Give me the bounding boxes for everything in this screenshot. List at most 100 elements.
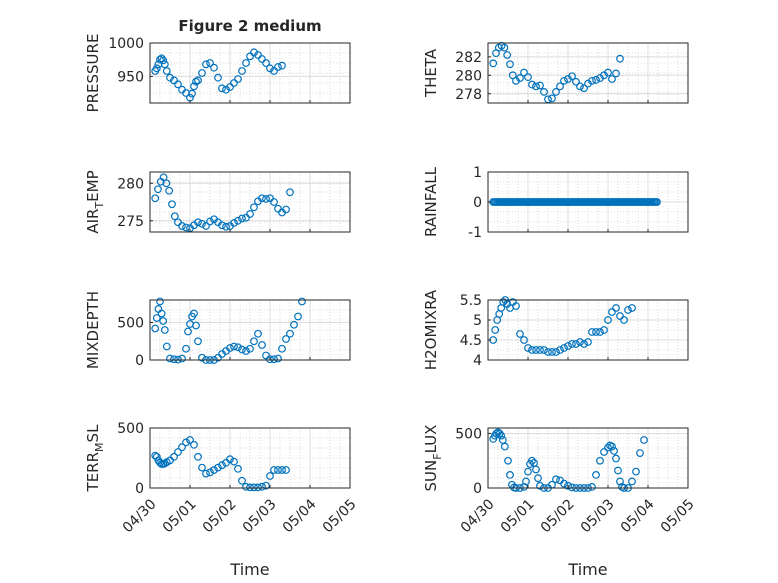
data-point: [500, 43, 509, 52]
data-point: [612, 69, 620, 78]
data-point: [226, 455, 234, 464]
y-axis-label: RAINFALL: [422, 166, 440, 237]
data-point: [194, 452, 202, 461]
data-point: [624, 306, 632, 314]
data-point: [266, 472, 274, 480]
data-point: [491, 326, 500, 334]
y-tick-label: 280: [117, 176, 144, 192]
data-point: [536, 481, 544, 490]
axes-frame: [149, 42, 351, 104]
y-tick-label: 950: [117, 69, 144, 85]
x-tick-label: 05/02: [200, 496, 240, 536]
data-point: [190, 309, 198, 318]
axes-frame: [149, 171, 351, 233]
data-point: [234, 343, 242, 352]
data-point: [182, 344, 190, 353]
data-point: [286, 188, 294, 197]
data-point: [548, 348, 556, 356]
data-point: [222, 222, 230, 231]
data-point: [152, 452, 161, 461]
data-point: [165, 186, 174, 195]
data-point: [564, 481, 572, 490]
data-point: [166, 354, 174, 363]
data-point: [218, 221, 226, 230]
y-tick-label: 0: [473, 481, 482, 497]
data-point: [226, 344, 234, 352]
data-point: [503, 51, 512, 59]
y-tick-label: 275: [117, 214, 144, 230]
data-point: [492, 429, 501, 438]
y-tick-label: 5.5: [460, 293, 482, 309]
data-point: [230, 219, 238, 227]
axes-frame: [487, 299, 689, 361]
data-point: [614, 466, 622, 475]
data-point: [516, 330, 524, 338]
data-point: [552, 88, 560, 96]
data-point: [258, 482, 266, 491]
subplot-air-temp: 275 280 AIRTEMP: [84, 170, 351, 234]
subplot-mixdepth: 0 500 MIXDEPTH: [84, 291, 351, 369]
data-point: [168, 200, 176, 209]
data-point: [242, 482, 250, 491]
data-point: [522, 477, 530, 486]
y-axis-label: H2OMIXRA: [422, 289, 440, 370]
y-tick-label: 0: [473, 195, 482, 211]
x-axis-label: Time: [567, 560, 607, 579]
data-point: [198, 353, 206, 362]
data-point: [210, 63, 218, 72]
data-point: [246, 52, 254, 61]
data-point: [610, 447, 618, 455]
data-point: [628, 477, 636, 486]
data-point: [520, 336, 528, 344]
data-point: [532, 346, 540, 354]
data-point: [278, 466, 286, 474]
data-point: [528, 456, 536, 465]
y-tick-label: 282: [455, 50, 482, 66]
data-point: [512, 302, 520, 310]
data-point: [182, 223, 190, 232]
data-point: [152, 64, 161, 73]
data-point: [178, 354, 186, 363]
data-point: [294, 312, 302, 321]
data-point: [230, 342, 238, 351]
y-axis-label: TERRMSL: [84, 424, 106, 493]
data-point: [258, 194, 266, 203]
data-point: [282, 335, 290, 343]
data-point: [266, 355, 274, 364]
data-point: [162, 342, 171, 351]
data-point: [499, 298, 508, 306]
data-point: [206, 59, 214, 67]
data-point: [604, 316, 612, 324]
data-point: [560, 344, 568, 352]
data-point: [544, 348, 552, 356]
data-point: [568, 340, 576, 348]
data-point: [588, 328, 596, 336]
y-tick-label: 4.5: [460, 333, 482, 349]
x-tick-label: 05/04: [280, 496, 320, 536]
data-point: [234, 216, 242, 225]
data-point: [604, 68, 612, 77]
data-point: [162, 67, 171, 75]
data-point: [564, 342, 572, 350]
data-point: [238, 345, 246, 354]
x-tick-label: 04/30: [458, 496, 498, 536]
data-point: [262, 195, 270, 203]
x-axis-label: Time: [229, 560, 269, 579]
data-point: [162, 179, 171, 188]
data-point: [556, 82, 564, 91]
data-point: [152, 314, 161, 322]
data-point: [202, 469, 210, 478]
data-point: [495, 429, 504, 438]
data-point: [174, 448, 182, 456]
data-point: [194, 337, 202, 346]
data-point: [506, 471, 514, 479]
data-point: [556, 346, 564, 354]
y-tick-label: 0: [135, 353, 144, 369]
data-point: [156, 55, 164, 64]
chart-title: Figure 2 medium: [178, 17, 321, 35]
data-point: [534, 474, 542, 483]
data-point: [170, 212, 179, 221]
y-tick-label: 500: [117, 421, 144, 437]
data-point: [290, 320, 298, 329]
